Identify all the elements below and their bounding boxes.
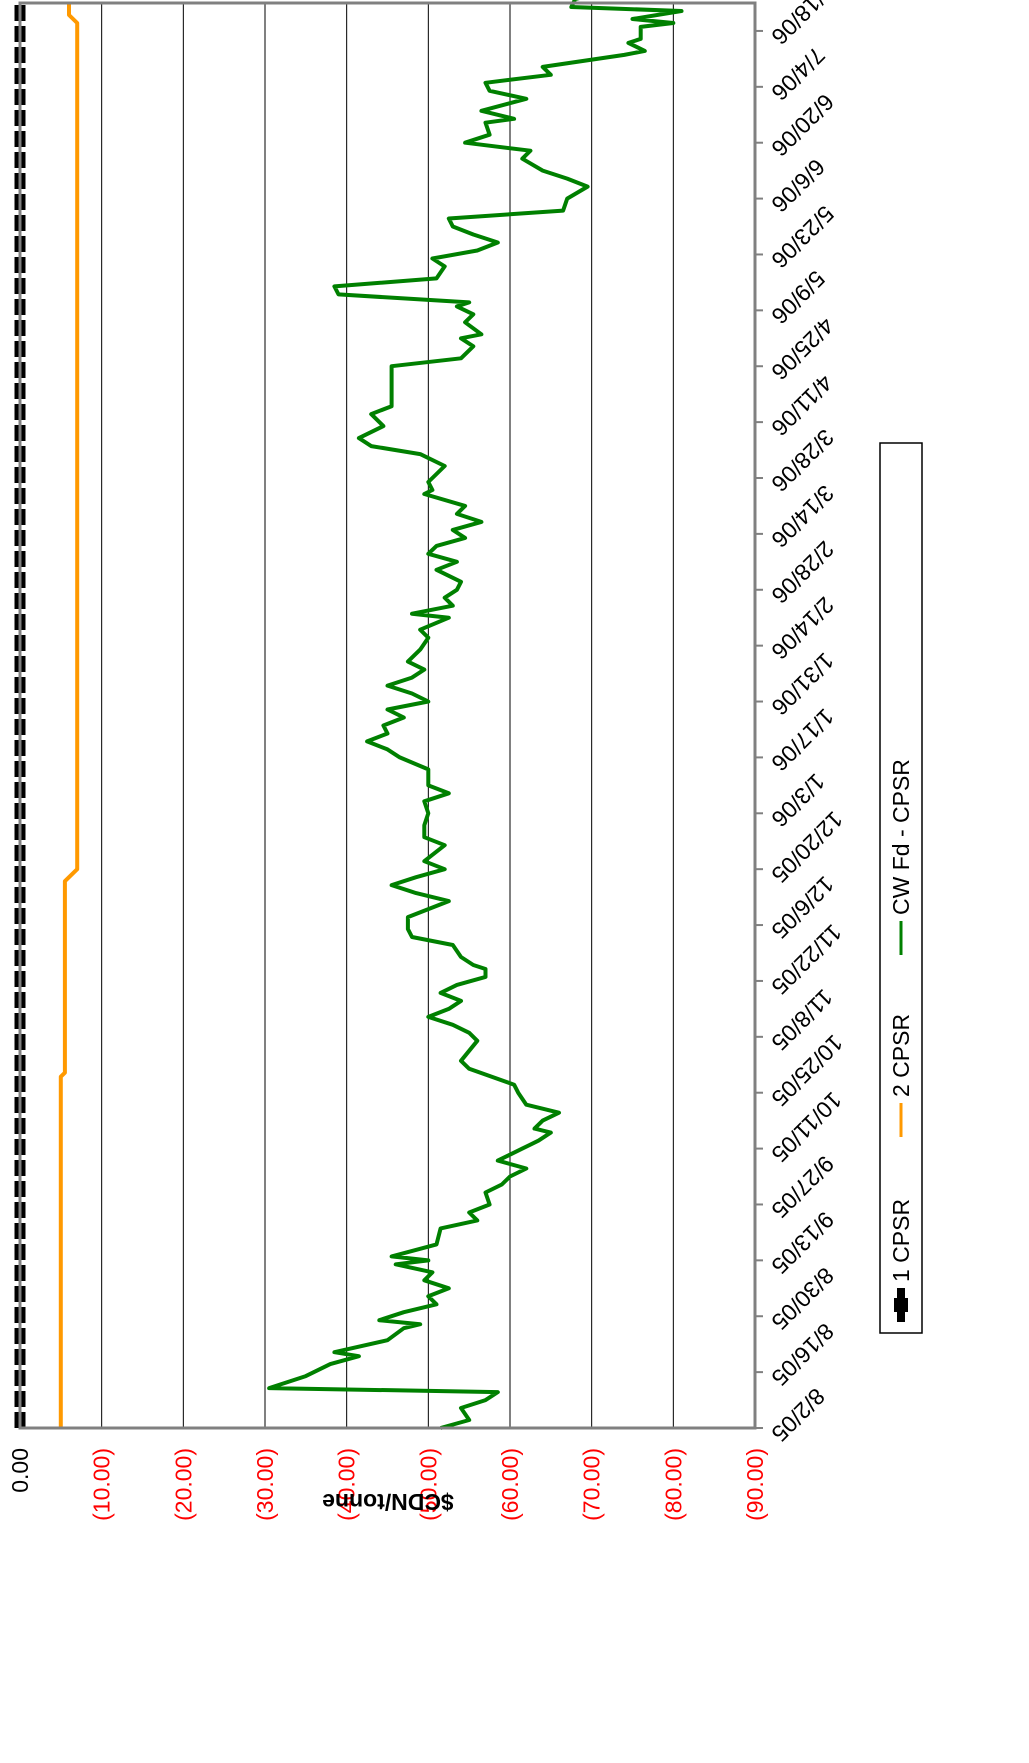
y-tick-label: (10.00): [89, 1448, 115, 1521]
x-tick-label: 8/30/05: [766, 1262, 839, 1335]
x-tick-label: 1/17/06: [766, 704, 839, 777]
x-tick-label: 3/14/06: [766, 480, 839, 553]
y-tick-label: (50.00): [415, 1448, 441, 1521]
legend-marker: [894, 1298, 908, 1312]
x-tick-label: 7/18/06: [766, 0, 839, 50]
series-line: [267, 0, 684, 1430]
plot-lines: [14, 0, 684, 1430]
x-tick-label: 1/31/06: [766, 648, 839, 721]
y-tick-label: (40.00): [334, 1448, 360, 1521]
x-tick-label: 8/2/05: [766, 1383, 830, 1447]
x-tick-label: 9/13/05: [766, 1207, 839, 1280]
y-tick-label: (80.00): [660, 1448, 686, 1521]
y-tick-label: (60.00): [497, 1448, 523, 1521]
legend-label: CW Fd - CPSR: [888, 759, 914, 915]
gridlines: [101, 3, 674, 1428]
y-tick-label: (90.00): [742, 1448, 768, 1521]
x-tick-label: 4/25/06: [766, 312, 839, 385]
x-axis-ticks: 8/2/058/16/058/30/059/13/059/27/0510/11/…: [755, 0, 848, 1447]
legend: 1 CPSR 2 CPSR CW Fd - CPSR: [879, 442, 923, 1334]
legend-box: [879, 442, 923, 1334]
x-tick-label: 5/23/06: [766, 201, 839, 274]
x-tick-label: 3/28/06: [766, 424, 839, 497]
y-tick-label: (20.00): [170, 1448, 196, 1521]
y-tick-label: 0.00: [7, 1448, 33, 1493]
y-axis-ticks: 0.00 (10.00) (20.00) (30.00) (40.00) (50.00) (…: [7, 1448, 768, 1521]
x-tick-label: 9/27/05: [766, 1151, 839, 1224]
x-tick-label: 2/14/06: [766, 592, 839, 665]
y-tick-label: (30.00): [252, 1448, 278, 1521]
legend-label: 2 CPSR: [888, 1014, 914, 1097]
y-axis-title: $CDN/tonne: [322, 1489, 454, 1515]
x-tick-label: 8/16/05: [766, 1318, 839, 1391]
x-tick-label: 2/28/06: [766, 536, 839, 609]
y-tick-label: (70.00): [579, 1448, 605, 1521]
plot-frame: [18, 1, 757, 1430]
series-line: [58, 3, 80, 1428]
x-tick-label: 6/20/06: [766, 89, 839, 162]
legend-label: 1 CPSR: [888, 1199, 914, 1282]
